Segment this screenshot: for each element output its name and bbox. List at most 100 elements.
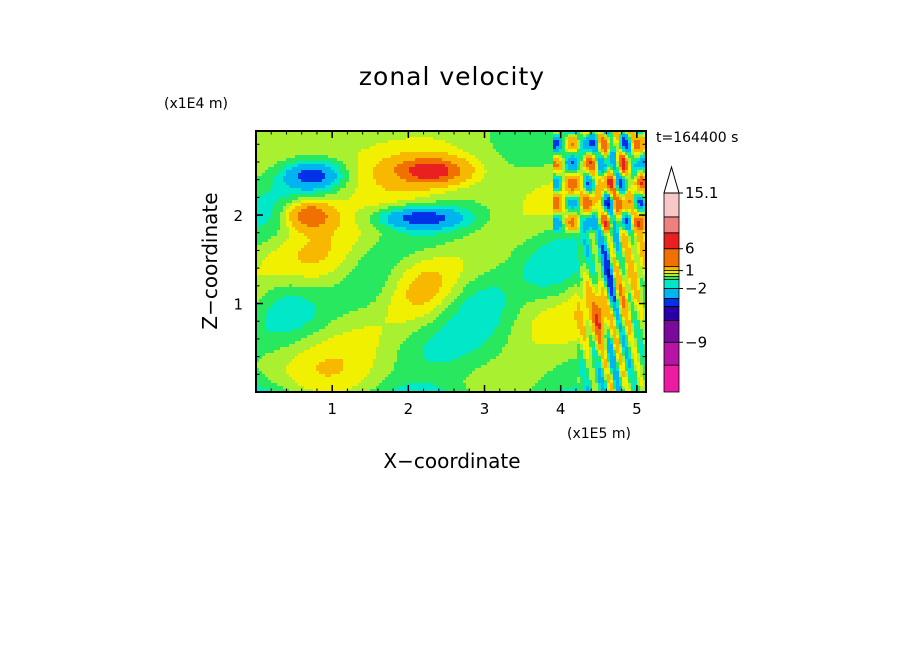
heatmap-cell — [562, 242, 565, 245]
heatmap-cell — [397, 209, 400, 212]
heatmap-cell — [499, 218, 502, 221]
heatmap-cell — [580, 242, 583, 245]
heatmap-cell — [547, 182, 550, 185]
heatmap-cell — [280, 155, 283, 158]
heatmap-cell — [265, 227, 268, 230]
heatmap-cell — [529, 212, 532, 215]
heatmap-cell — [541, 242, 544, 245]
heatmap-cell — [328, 203, 331, 206]
heatmap-cell — [604, 236, 607, 239]
heatmap-cell — [430, 230, 433, 233]
heatmap-cell — [505, 140, 508, 143]
heatmap-cell — [562, 161, 565, 164]
heatmap-cell — [460, 203, 463, 206]
heatmap-cell — [604, 143, 607, 146]
heatmap-cell — [622, 224, 625, 227]
heatmap-cell — [466, 206, 469, 209]
heatmap-cell — [409, 200, 412, 203]
heatmap-cell — [448, 158, 451, 161]
heatmap-cell — [469, 173, 472, 176]
heatmap-cell — [628, 200, 631, 203]
heatmap-cell — [352, 185, 355, 188]
heatmap-cell — [442, 170, 445, 173]
heatmap-cell — [406, 164, 409, 167]
heatmap-cell — [565, 230, 568, 233]
heatmap-cell — [547, 200, 550, 203]
heatmap-cell — [583, 149, 586, 152]
heatmap-cell — [418, 176, 421, 179]
heatmap-cell — [271, 140, 274, 143]
heatmap-cell — [610, 185, 613, 188]
heatmap-cell — [361, 215, 364, 218]
heatmap-cell — [319, 209, 322, 212]
heatmap-cell — [343, 149, 346, 152]
heatmap-cell — [595, 224, 598, 227]
heatmap-cell — [502, 197, 505, 200]
heatmap-cell — [265, 134, 268, 137]
heatmap-cell — [538, 155, 541, 158]
heatmap-cell — [385, 152, 388, 155]
heatmap-cell — [607, 134, 610, 137]
heatmap-cell — [427, 212, 430, 215]
heatmap-cell — [553, 176, 556, 179]
heatmap-cell — [640, 188, 643, 191]
heatmap-cell — [262, 185, 265, 188]
heatmap-cell — [319, 197, 322, 200]
heatmap-cell — [328, 164, 331, 167]
heatmap-cell — [403, 146, 406, 149]
heatmap-cell — [436, 188, 439, 191]
heatmap-cell — [331, 191, 334, 194]
heatmap-cell — [571, 224, 574, 227]
heatmap-cell — [490, 215, 493, 218]
heatmap-cell — [604, 149, 607, 152]
heatmap-cell — [643, 155, 646, 158]
heatmap-cell — [583, 218, 586, 221]
heatmap-cell — [469, 239, 472, 242]
heatmap-cell — [265, 155, 268, 158]
heatmap-cell — [580, 158, 583, 161]
heatmap-cell — [514, 188, 517, 191]
heatmap-cell — [577, 170, 580, 173]
heatmap-cell — [547, 149, 550, 152]
heatmap-cell — [568, 215, 571, 218]
heatmap-cell — [613, 209, 616, 212]
heatmap-cell — [310, 161, 313, 164]
heatmap-cell — [577, 221, 580, 224]
heatmap-cell — [403, 227, 406, 230]
heatmap-cell — [271, 158, 274, 161]
heatmap-cell — [589, 131, 592, 134]
heatmap-cell — [535, 188, 538, 191]
heatmap-cell — [640, 236, 643, 239]
heatmap-cell — [295, 188, 298, 191]
heatmap-cell — [409, 176, 412, 179]
heatmap-cell — [457, 140, 460, 143]
heatmap-cell — [271, 209, 274, 212]
heatmap-cell — [550, 170, 553, 173]
heatmap-cell — [322, 161, 325, 164]
heatmap-cell — [619, 161, 622, 164]
heatmap-cell — [481, 158, 484, 161]
heatmap-cell — [382, 224, 385, 227]
heatmap-cell — [421, 227, 424, 230]
heatmap-cell — [373, 218, 376, 221]
heatmap-cell — [358, 215, 361, 218]
heatmap-cell — [484, 236, 487, 239]
heatmap-cell — [349, 164, 352, 167]
heatmap-cell — [475, 170, 478, 173]
heatmap-cell — [583, 209, 586, 212]
heatmap-cell — [418, 185, 421, 188]
heatmap-cell — [610, 230, 613, 233]
heatmap-cell — [517, 224, 520, 227]
heatmap-cell — [442, 131, 445, 134]
heatmap-cell — [571, 137, 574, 140]
heatmap-cell — [547, 188, 550, 191]
heatmap-cell — [595, 230, 598, 233]
heatmap-cell — [610, 206, 613, 209]
heatmap-cell — [571, 140, 574, 143]
heatmap-cell — [460, 242, 463, 245]
heatmap-cell — [538, 191, 541, 194]
heatmap-cell — [445, 227, 448, 230]
heatmap-cell — [613, 140, 616, 143]
heatmap-cell — [544, 209, 547, 212]
heatmap-cell — [319, 149, 322, 152]
